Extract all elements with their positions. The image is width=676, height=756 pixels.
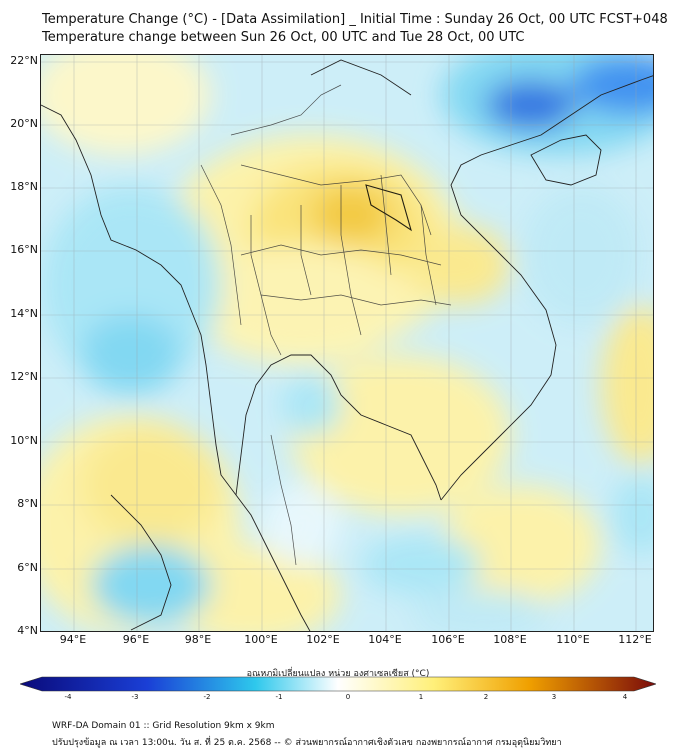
- lon-label: 112°E: [618, 633, 652, 646]
- footer-model-info: WRF-DA Domain 01 :: Grid Resolution 9km …: [52, 721, 275, 731]
- map-subtitle: Temperature change between Sun 26 Oct, 0…: [42, 30, 525, 45]
- lat-label: 6°N: [17, 561, 38, 574]
- lon-label: 108°E: [493, 633, 527, 646]
- lat-label: 18°N: [10, 180, 38, 193]
- colorbar-tick: 1: [418, 693, 424, 701]
- colorbar-tick: -3: [131, 693, 139, 701]
- lat-label: 22°N: [10, 54, 38, 67]
- lon-label: 96°E: [122, 633, 150, 646]
- lat-label: 14°N: [10, 307, 38, 320]
- lon-label: 102°E: [306, 633, 340, 646]
- footer-credit: ปรับปรุงข้อมูล ณ เวลา 13:00น. วัน ส. ที่…: [52, 738, 562, 748]
- lat-label: 10°N: [10, 434, 38, 447]
- lon-label: 110°E: [556, 633, 590, 646]
- colorbar-tick: 0: [345, 693, 351, 701]
- map-canvas: [41, 55, 653, 631]
- province-borders: [200, 84, 452, 566]
- lat-label: 20°N: [10, 117, 38, 130]
- graticule: [41, 55, 653, 631]
- lon-label: 94°E: [59, 633, 87, 646]
- colorbar: [20, 676, 656, 692]
- colorbar-tick: 3: [551, 693, 557, 701]
- lat-label: 12°N: [10, 370, 38, 383]
- lon-label: 106°E: [431, 633, 465, 646]
- colorbar-tick: -1: [275, 693, 283, 701]
- lat-label: 4°N: [17, 624, 38, 637]
- lat-label: 8°N: [17, 497, 38, 510]
- colorbar-tick: -4: [64, 693, 72, 701]
- temperature-change-map: [40, 54, 654, 632]
- lon-label: 100°E: [244, 633, 278, 646]
- colorbar-tick: 4: [622, 693, 628, 701]
- coastlines: [41, 59, 653, 631]
- lon-label: 104°E: [368, 633, 402, 646]
- colorbar-bar: [20, 676, 656, 692]
- lat-label: 16°N: [10, 243, 38, 256]
- map-title: Temperature Change (°C) - [Data Assimila…: [42, 12, 668, 27]
- lon-label: 98°E: [184, 633, 212, 646]
- colorbar-tick: -2: [203, 693, 211, 701]
- colorbar-tick: 2: [483, 693, 489, 701]
- colorbar-title: อุณหภูมิเปลี่ยนแปลง หน่วย องศาเซลเซียส (…: [246, 669, 430, 679]
